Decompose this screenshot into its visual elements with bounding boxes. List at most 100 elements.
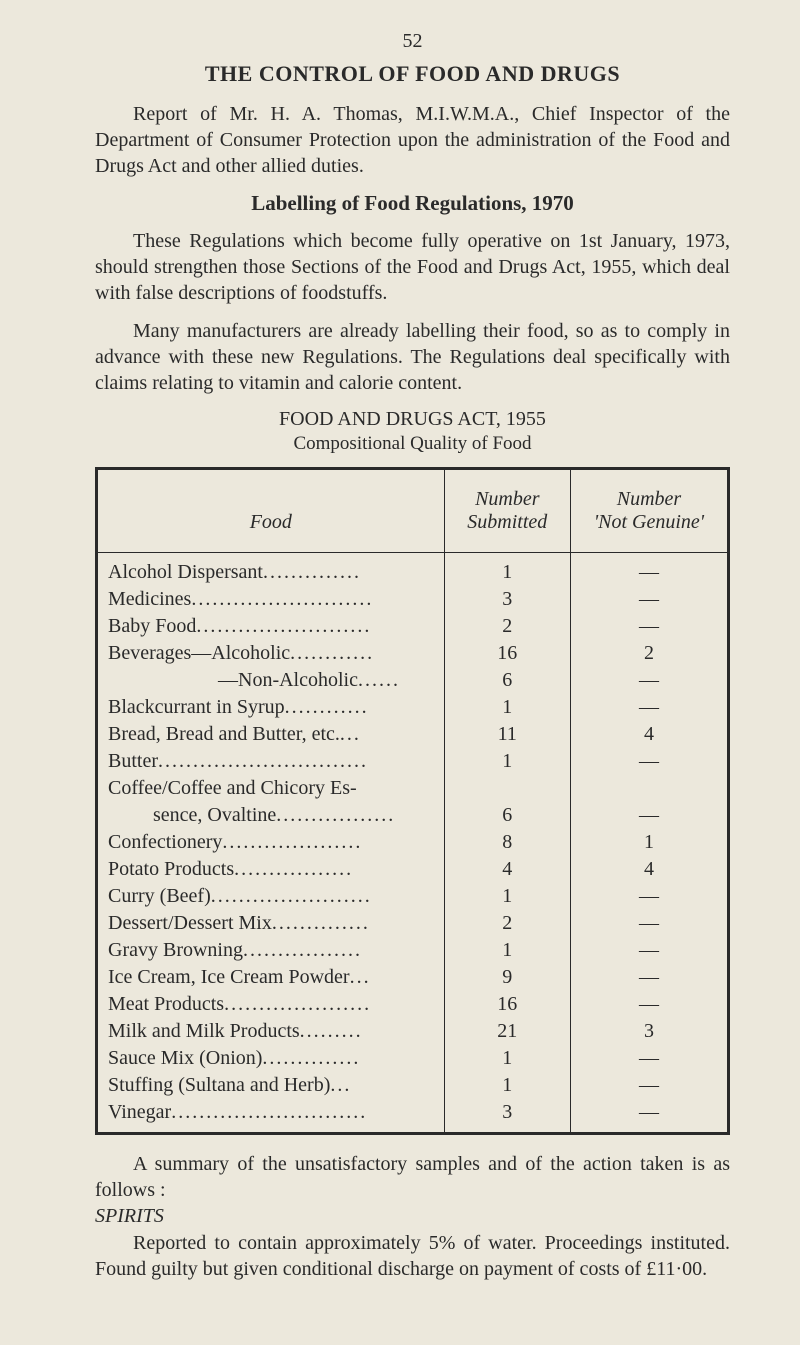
header-food: Food: [97, 469, 445, 553]
submitted-cell: 1: [444, 883, 570, 910]
table-row: Vinegar ............................3—: [97, 1099, 729, 1134]
food-cell: Alcohol Dispersant ..............: [97, 553, 445, 587]
table-row: Meat Products .....................16—: [97, 991, 729, 1018]
food-cell: Baby Food .........................: [97, 613, 445, 640]
table-row: Dessert/Dessert Mix ..............2—: [97, 910, 729, 937]
not-genuine-cell: [570, 775, 728, 802]
table-row: Confectionery ....................81: [97, 829, 729, 856]
submitted-cell: 6: [444, 802, 570, 829]
food-cell: Bread, Bread and Butter, etc. ...: [97, 721, 445, 748]
table-row: Potato Products .................44: [97, 856, 729, 883]
food-cell: Potato Products .................: [97, 856, 445, 883]
submitted-cell: 1: [444, 937, 570, 964]
not-genuine-cell: —: [570, 883, 728, 910]
not-genuine-cell: —: [570, 910, 728, 937]
table-row: Milk and Milk Products .........213: [97, 1018, 729, 1045]
not-genuine-cell: —: [570, 586, 728, 613]
submitted-cell: 4: [444, 856, 570, 883]
not-genuine-cell: 4: [570, 856, 728, 883]
food-cell: Curry (Beef) .......................: [97, 883, 445, 910]
not-genuine-cell: 3: [570, 1018, 728, 1045]
not-genuine-cell: —: [570, 694, 728, 721]
intro-paragraph: Report of Mr. H. A. Thomas, M.I.W.M.A., …: [95, 101, 730, 179]
submitted-cell: 1: [444, 1045, 570, 1072]
not-genuine-cell: —: [570, 991, 728, 1018]
table-row: Ice Cream, Ice Cream Powder ...9—: [97, 964, 729, 991]
submitted-cell: 1: [444, 748, 570, 775]
table-row: —Non-Alcoholic ......6—: [97, 667, 729, 694]
not-genuine-cell: 4: [570, 721, 728, 748]
table-row: Coffee/Coffee and Chicory Es-: [97, 775, 729, 802]
submitted-cell: 11: [444, 721, 570, 748]
sub-title: Labelling of Food Regulations, 1970: [95, 191, 730, 216]
table-row: Sauce Mix (Onion) ..............1—: [97, 1045, 729, 1072]
submitted-cell: 1: [444, 1072, 570, 1099]
food-cell: Ice Cream, Ice Cream Powder ...: [97, 964, 445, 991]
food-cell: Dessert/Dessert Mix ..............: [97, 910, 445, 937]
not-genuine-cell: —: [570, 613, 728, 640]
table-row: Beverages—Alcoholic ............162: [97, 640, 729, 667]
food-cell: Stuffing (Sultana and Herb) ...: [97, 1072, 445, 1099]
not-genuine-cell: —: [570, 1099, 728, 1134]
spirits-paragraph: Reported to contain approximately 5% of …: [95, 1230, 730, 1282]
food-cell: Sauce Mix (Onion) ..............: [97, 1045, 445, 1072]
act-title: FOOD AND DRUGS ACT, 1955: [95, 408, 730, 431]
submitted-cell: 1: [444, 553, 570, 587]
food-cell: Butter ..............................: [97, 748, 445, 775]
submitted-cell: 21: [444, 1018, 570, 1045]
page-number: 52: [95, 30, 730, 53]
page-container: 52 THE CONTROL OF FOOD AND DRUGS Report …: [0, 0, 800, 1334]
not-genuine-cell: 2: [570, 640, 728, 667]
food-cell: Confectionery ....................: [97, 829, 445, 856]
not-genuine-cell: 1: [570, 829, 728, 856]
submitted-cell: 6: [444, 667, 570, 694]
food-cell: Coffee/Coffee and Chicory Es-: [97, 775, 445, 802]
table-header-row: Food Number Submitted Number 'Not Genuin…: [97, 469, 729, 553]
not-genuine-cell: —: [570, 937, 728, 964]
submitted-cell: 2: [444, 910, 570, 937]
table-row: Baby Food .........................2—: [97, 613, 729, 640]
submitted-cell: 16: [444, 991, 570, 1018]
summary-paragraph: A summary of the unsatisfactory samples …: [95, 1151, 730, 1203]
food-cell: Beverages—Alcoholic ............: [97, 640, 445, 667]
not-genuine-cell: —: [570, 667, 728, 694]
food-table: Food Number Submitted Number 'Not Genuin…: [95, 467, 730, 1135]
food-cell: Meat Products .....................: [97, 991, 445, 1018]
not-genuine-cell: —: [570, 748, 728, 775]
food-cell: Medicines ..........................: [97, 586, 445, 613]
not-genuine-cell: —: [570, 964, 728, 991]
food-cell: Gravy Browning .................: [97, 937, 445, 964]
table-body: Alcohol Dispersant ..............1—Medic…: [97, 553, 729, 1134]
table-row: Blackcurrant in Syrup ............1—: [97, 694, 729, 721]
food-cell: Vinegar ............................: [97, 1099, 445, 1134]
food-cell: Blackcurrant in Syrup ............: [97, 694, 445, 721]
not-genuine-cell: —: [570, 1072, 728, 1099]
header-not-genuine: Number 'Not Genuine': [570, 469, 728, 553]
header-submitted: Number Submitted: [444, 469, 570, 553]
main-title: THE CONTROL OF FOOD AND DRUGS: [95, 61, 730, 87]
not-genuine-cell: —: [570, 1045, 728, 1072]
submitted-cell: 16: [444, 640, 570, 667]
submitted-cell: 2: [444, 613, 570, 640]
table-row: Stuffing (Sultana and Herb) ...1—: [97, 1072, 729, 1099]
submitted-cell: 1: [444, 694, 570, 721]
food-cell: Milk and Milk Products .........: [97, 1018, 445, 1045]
table-row: Alcohol Dispersant ..............1—: [97, 553, 729, 587]
not-genuine-cell: —: [570, 802, 728, 829]
table-row: Gravy Browning .................1—: [97, 937, 729, 964]
food-cell: sence, Ovaltine .................: [97, 802, 445, 829]
table-row: Bread, Bread and Butter, etc. ...114: [97, 721, 729, 748]
not-genuine-cell: —: [570, 553, 728, 587]
submitted-cell: 3: [444, 586, 570, 613]
submitted-cell: 8: [444, 829, 570, 856]
act-subtitle: Compositional Quality of Food: [95, 433, 730, 455]
submitted-cell: [444, 775, 570, 802]
spirits-label: SPIRITS: [95, 1205, 730, 1228]
submitted-cell: 3: [444, 1099, 570, 1134]
food-cell: —Non-Alcoholic ......: [97, 667, 445, 694]
table-row: Medicines ..........................3—: [97, 586, 729, 613]
paragraph-1: These Regulations which become fully ope…: [95, 228, 730, 306]
submitted-cell: 9: [444, 964, 570, 991]
table-row: Curry (Beef) .......................1—: [97, 883, 729, 910]
table-row: Butter ..............................1—: [97, 748, 729, 775]
